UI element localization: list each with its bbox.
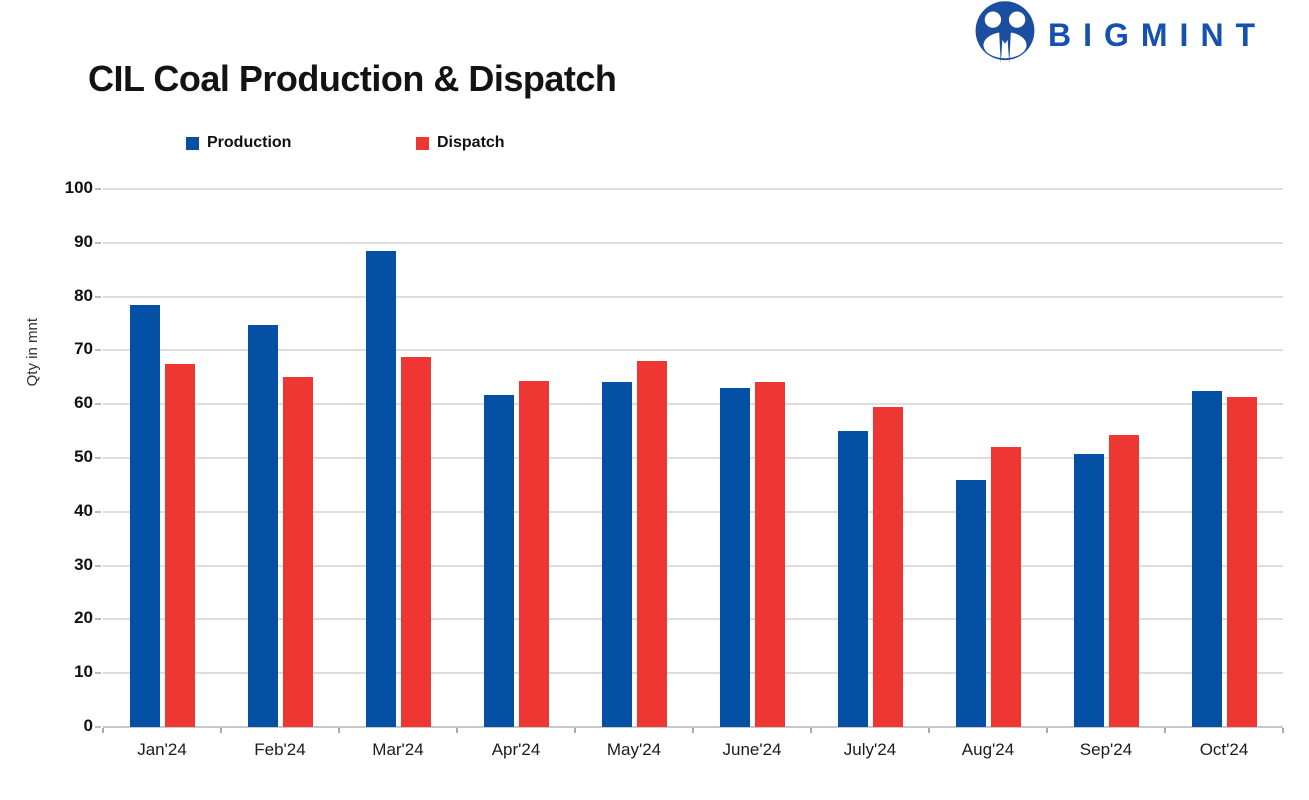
bar-dispatch-June'24	[754, 382, 785, 727]
y-tick-mark	[95, 188, 101, 190]
x-tick-label: Sep'24	[1079, 740, 1133, 759]
x-tick-mark	[220, 728, 222, 733]
gridline	[103, 618, 1283, 621]
bar-production-Jan'24	[129, 305, 160, 727]
y-tick-mark	[95, 510, 101, 513]
gridline	[103, 241, 1283, 244]
dispatch-swatch-icon	[416, 136, 429, 150]
y-tick-mark	[95, 672, 101, 675]
x-tick-label: Feb'24	[254, 740, 306, 759]
gridline	[103, 672, 1283, 675]
bar-production-Apr'24	[483, 394, 514, 727]
y-tick-mark	[95, 618, 101, 621]
production-swatch-icon	[186, 136, 199, 150]
x-tick-label: Jan'24	[137, 740, 187, 759]
gridline	[103, 457, 1283, 459]
bar-group-July'24	[811, 189, 929, 727]
x-tick-mark	[1282, 728, 1284, 733]
x-axis-line	[103, 726, 1283, 728]
bar-group-Jan'24	[103, 189, 221, 727]
legend-label-production: Production	[207, 134, 292, 151]
x-tick-mark	[456, 728, 458, 733]
y-tick-label: 30	[74, 554, 93, 574]
y-tick-label: 40	[74, 500, 93, 520]
y-tick-mark	[95, 564, 101, 567]
bar-dispatch-Sep'24	[1108, 434, 1139, 727]
gridline	[103, 349, 1283, 352]
x-tick-mark	[692, 728, 694, 733]
gridline	[103, 510, 1283, 513]
legend-label-dispatch: Dispatch	[437, 134, 505, 151]
bigmint-logo-text: BIGMINT	[1048, 16, 1268, 53]
x-tick-mark	[574, 728, 576, 733]
bar-dispatch-May'24	[636, 360, 667, 727]
bar-production-May'24	[601, 381, 632, 727]
bar-group-Feb'24	[221, 189, 339, 727]
x-tick-mark	[338, 728, 340, 733]
x-tick-mark	[928, 728, 930, 733]
bar-group-Sep'24	[1047, 189, 1165, 727]
y-tick-label: 20	[74, 608, 93, 628]
bar-dispatch-Jan'24	[164, 363, 195, 727]
x-tick-mark	[102, 728, 104, 733]
y-tick-mark	[95, 349, 101, 352]
bar-production-June'24	[719, 387, 750, 727]
bigmint-logo: BIGMINT	[972, 0, 1267, 68]
bar-production-Feb'24	[247, 324, 278, 727]
y-tick-mark	[95, 457, 101, 459]
bar-dispatch-July'24	[872, 406, 903, 727]
x-tick-label: Oct'24	[1199, 740, 1249, 759]
x-tick-mark	[1046, 728, 1048, 733]
bar-dispatch-Apr'24	[518, 381, 549, 727]
bar-group-Aug'24	[929, 189, 1047, 727]
bigmint-m-mark-icon	[975, 1, 1035, 64]
bar-dispatch-Aug'24	[990, 447, 1021, 727]
gridline	[103, 188, 1283, 190]
bar-dispatch-Mar'24	[400, 357, 431, 727]
bar-group-Mar'24	[339, 189, 457, 727]
bar-dispatch-Oct'24	[1226, 397, 1257, 727]
y-tick-mark	[95, 295, 101, 298]
x-tick-label: June'24	[722, 740, 782, 759]
gridline	[103, 403, 1283, 406]
x-tick-label: Aug'24	[961, 740, 1015, 759]
y-tick-label: 70	[74, 339, 93, 359]
y-tick-mark	[95, 403, 101, 406]
chart-title: CIL Coal Production & Dispatch	[88, 58, 617, 100]
gridline	[103, 564, 1283, 567]
x-tick-mark	[1164, 728, 1166, 733]
y-tick-label: 80	[74, 285, 93, 305]
bar-group-June'24	[693, 189, 811, 727]
gridline	[103, 295, 1283, 298]
y-tick-label: 60	[74, 393, 93, 413]
legend-item-production: Production	[186, 134, 291, 152]
legend-item-dispatch: Dispatch	[416, 134, 505, 152]
bar-production-Aug'24	[955, 479, 986, 727]
y-tick-label: 10	[74, 662, 93, 682]
bar-group-Apr'24	[457, 189, 575, 727]
bar-dispatch-Feb'24	[282, 376, 313, 727]
y-tick-label: 100	[64, 178, 93, 197]
bar-production-July'24	[837, 431, 868, 727]
bar-production-Oct'24	[1191, 391, 1222, 727]
x-tick-label: May'24	[606, 740, 662, 759]
y-tick-label: 90	[74, 231, 93, 251]
bar-group-Oct'24	[1165, 189, 1283, 727]
y-tick-mark	[95, 241, 101, 244]
x-tick-mark	[810, 728, 812, 733]
y-tick-mark	[95, 726, 101, 728]
y-tick-label: 50	[74, 447, 93, 466]
x-tick-label: Mar'24	[372, 740, 424, 759]
bar-production-Mar'24	[365, 250, 396, 727]
y-tick-label: 0	[83, 716, 93, 735]
bar-production-Sep'24	[1073, 453, 1104, 727]
bar-group-May'24	[575, 189, 693, 727]
x-tick-label: July'24	[843, 740, 897, 759]
x-tick-label: Apr'24	[491, 740, 541, 759]
